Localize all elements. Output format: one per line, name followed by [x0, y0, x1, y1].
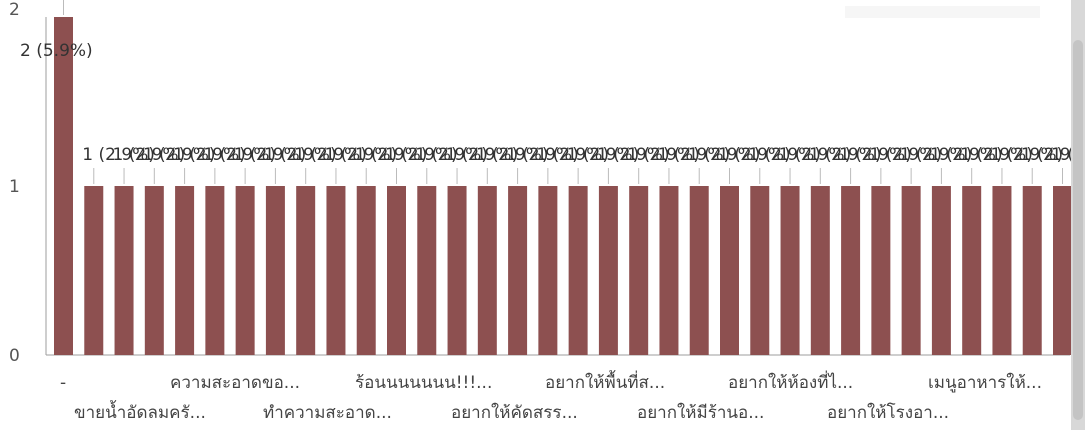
bar[interactable] [659, 186, 679, 355]
x-category-label: อยากให้พื้นที่ส... [545, 370, 665, 393]
data-label: 1 (2.9%) [113, 145, 186, 165]
data-label: 1 (2.9%) [657, 145, 730, 165]
data-label: 1 (2.9%) [203, 145, 276, 165]
bar[interactable] [780, 186, 800, 355]
data-label: 1 (2.9%) [779, 145, 852, 165]
data-label: 1 (2.9%) [324, 145, 397, 165]
data-label: 1 (2.9%) [264, 145, 337, 165]
y-tick-label: 1 [9, 177, 20, 197]
bar[interactable] [508, 186, 528, 355]
data-label: 1 (2.9%) [990, 145, 1063, 165]
bar[interactable] [901, 186, 921, 355]
data-label: 1 (2.9%) [355, 145, 428, 165]
data-label: 1 (2.9%) [173, 145, 246, 165]
bar[interactable] [54, 17, 73, 355]
x-category-label: - [60, 373, 66, 393]
x-category-label: ร้อนนนนนนน!!!... [355, 373, 492, 393]
data-label: 1 (2.9%) [718, 145, 791, 165]
bar[interactable] [538, 186, 558, 355]
data-label: 1 (2.9%) [446, 145, 519, 165]
bar[interactable] [568, 186, 588, 355]
y-tick-label: 2 [9, 0, 20, 20]
bar[interactable] [992, 186, 1012, 355]
data-label: 1 (2.9%) [476, 145, 549, 165]
bar[interactable] [84, 186, 104, 355]
bar[interactable] [205, 186, 225, 355]
vertical-scrollbar[interactable] [1071, 0, 1085, 430]
x-category-label: ความสะอาดขอ... [170, 373, 300, 393]
x-category-label: เมนูอาหารให้... [928, 372, 1042, 393]
data-label: 2 (5.9%) [20, 41, 93, 61]
data-label: 1 (2.9%) [567, 145, 640, 165]
x-category-label: อยากให้ห้องที่ไ... [728, 370, 853, 393]
bar[interactable] [750, 186, 770, 355]
bar[interactable] [689, 186, 709, 355]
data-label: 1 (2.9%) [1021, 145, 1085, 165]
bar[interactable] [629, 186, 649, 355]
bar[interactable] [175, 186, 195, 355]
data-label: 1 (2.9%) [930, 145, 1003, 165]
data-label: 1 (2.9%) [869, 145, 942, 165]
data-label: 1 (2.9%) [809, 145, 882, 165]
data-label: 1 (2.9%) [415, 145, 488, 165]
data-label: 1 (2.9%) [82, 145, 155, 165]
bar[interactable] [296, 186, 316, 355]
bar[interactable] [871, 186, 891, 355]
data-label: 1 (2.9%) [960, 145, 1033, 165]
data-label: 1 (2.9%) [839, 145, 912, 165]
x-category-label: อยากให้มีร้านอ... [637, 402, 764, 423]
data-label: 1 (2.9%) [506, 145, 579, 165]
data-label: 1 (2.9%) [536, 145, 609, 165]
data-label: 1 (2.9%) [597, 145, 670, 165]
bar[interactable] [598, 186, 618, 355]
bar[interactable] [326, 186, 346, 355]
bar[interactable] [962, 186, 982, 355]
x-category-label: ขายน้ำอัดลมครั... [74, 400, 206, 423]
data-label: 1 (2.9%) [143, 145, 216, 165]
x-category-label: อยากให้คัดสรร... [451, 402, 578, 423]
bar[interactable] [387, 186, 406, 355]
bar[interactable] [931, 186, 951, 355]
bar[interactable] [720, 186, 739, 355]
x-category-label: ทำความสะอาด... [263, 403, 392, 423]
bar[interactable] [356, 186, 376, 355]
bar[interactable] [235, 186, 255, 355]
bar[interactable] [477, 186, 497, 355]
bar[interactable] [1022, 186, 1042, 355]
header-shade [845, 6, 1040, 18]
data-label: 1 (2.9%) [294, 145, 367, 165]
scrollbar-thumb[interactable] [1073, 40, 1083, 420]
data-label: 1 (2.9%) [627, 145, 700, 165]
bar[interactable] [810, 186, 830, 355]
data-label: 1 (2.9%) [900, 145, 973, 165]
y-tick-label: 0 [9, 346, 20, 366]
bar[interactable] [144, 186, 164, 355]
bar[interactable] [265, 186, 285, 355]
data-label: 1 (2.9%) [234, 145, 307, 165]
bar[interactable] [841, 186, 861, 355]
bar[interactable] [1053, 186, 1072, 355]
data-label: 1 (2.9%) [688, 145, 761, 165]
data-label: 1 (2.9%) [385, 145, 458, 165]
bar[interactable] [417, 186, 437, 355]
x-category-label: อยากให้โรงอา... [827, 402, 949, 423]
bar[interactable] [114, 186, 134, 355]
data-label: 1 (2.9%) [748, 145, 821, 165]
bar[interactable] [447, 186, 467, 355]
